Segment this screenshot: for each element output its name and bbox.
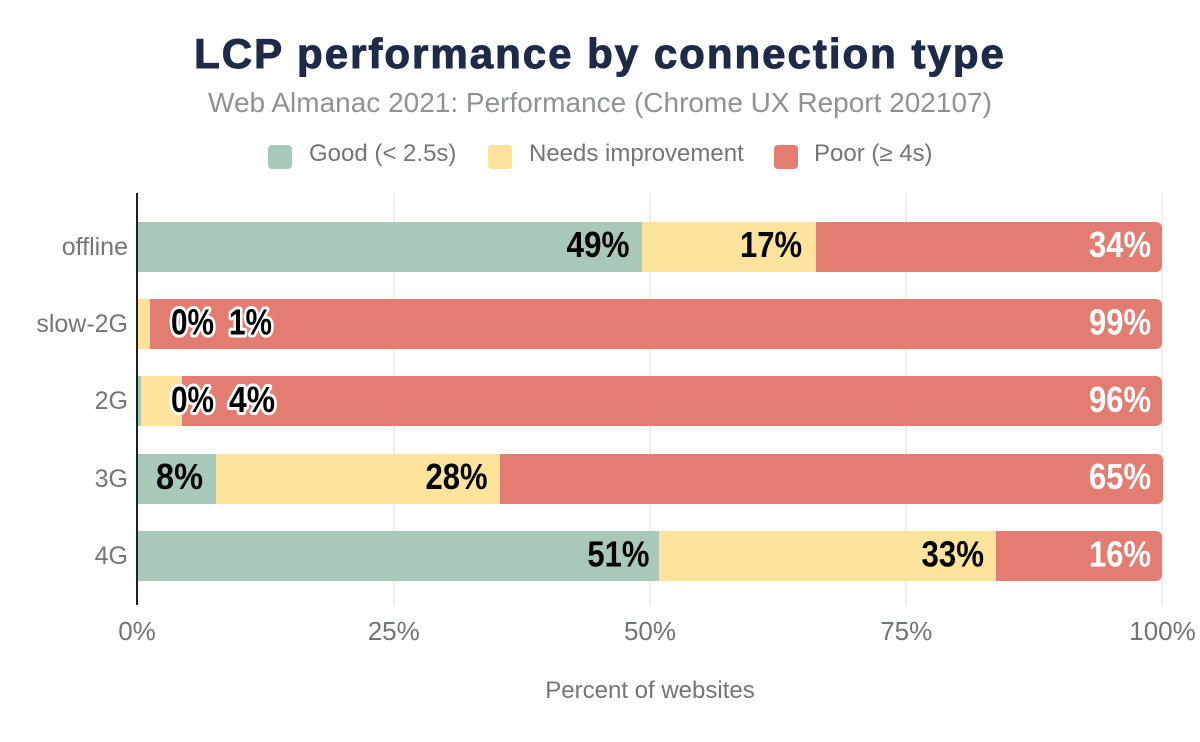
svg-text:65%: 65% [1089,456,1151,497]
svg-text:8%: 8% [156,456,203,497]
svg-text:16%: 16% [1089,534,1151,575]
svg-text:4%: 4% [229,379,275,420]
svg-text:0%: 0% [171,301,214,342]
svg-text:51%: 51% [587,534,649,575]
svg-text:0%: 0% [171,379,214,420]
svg-text:33%: 33% [922,534,985,575]
svg-text:28%: 28% [426,456,488,497]
svg-text:49%: 49% [567,224,630,265]
svg-text:1%: 1% [229,301,272,342]
svg-text:17%: 17% [740,224,802,265]
svg-text:99%: 99% [1089,301,1151,342]
svg-text:96%: 96% [1089,379,1151,420]
svg-text:34%: 34% [1089,224,1151,265]
